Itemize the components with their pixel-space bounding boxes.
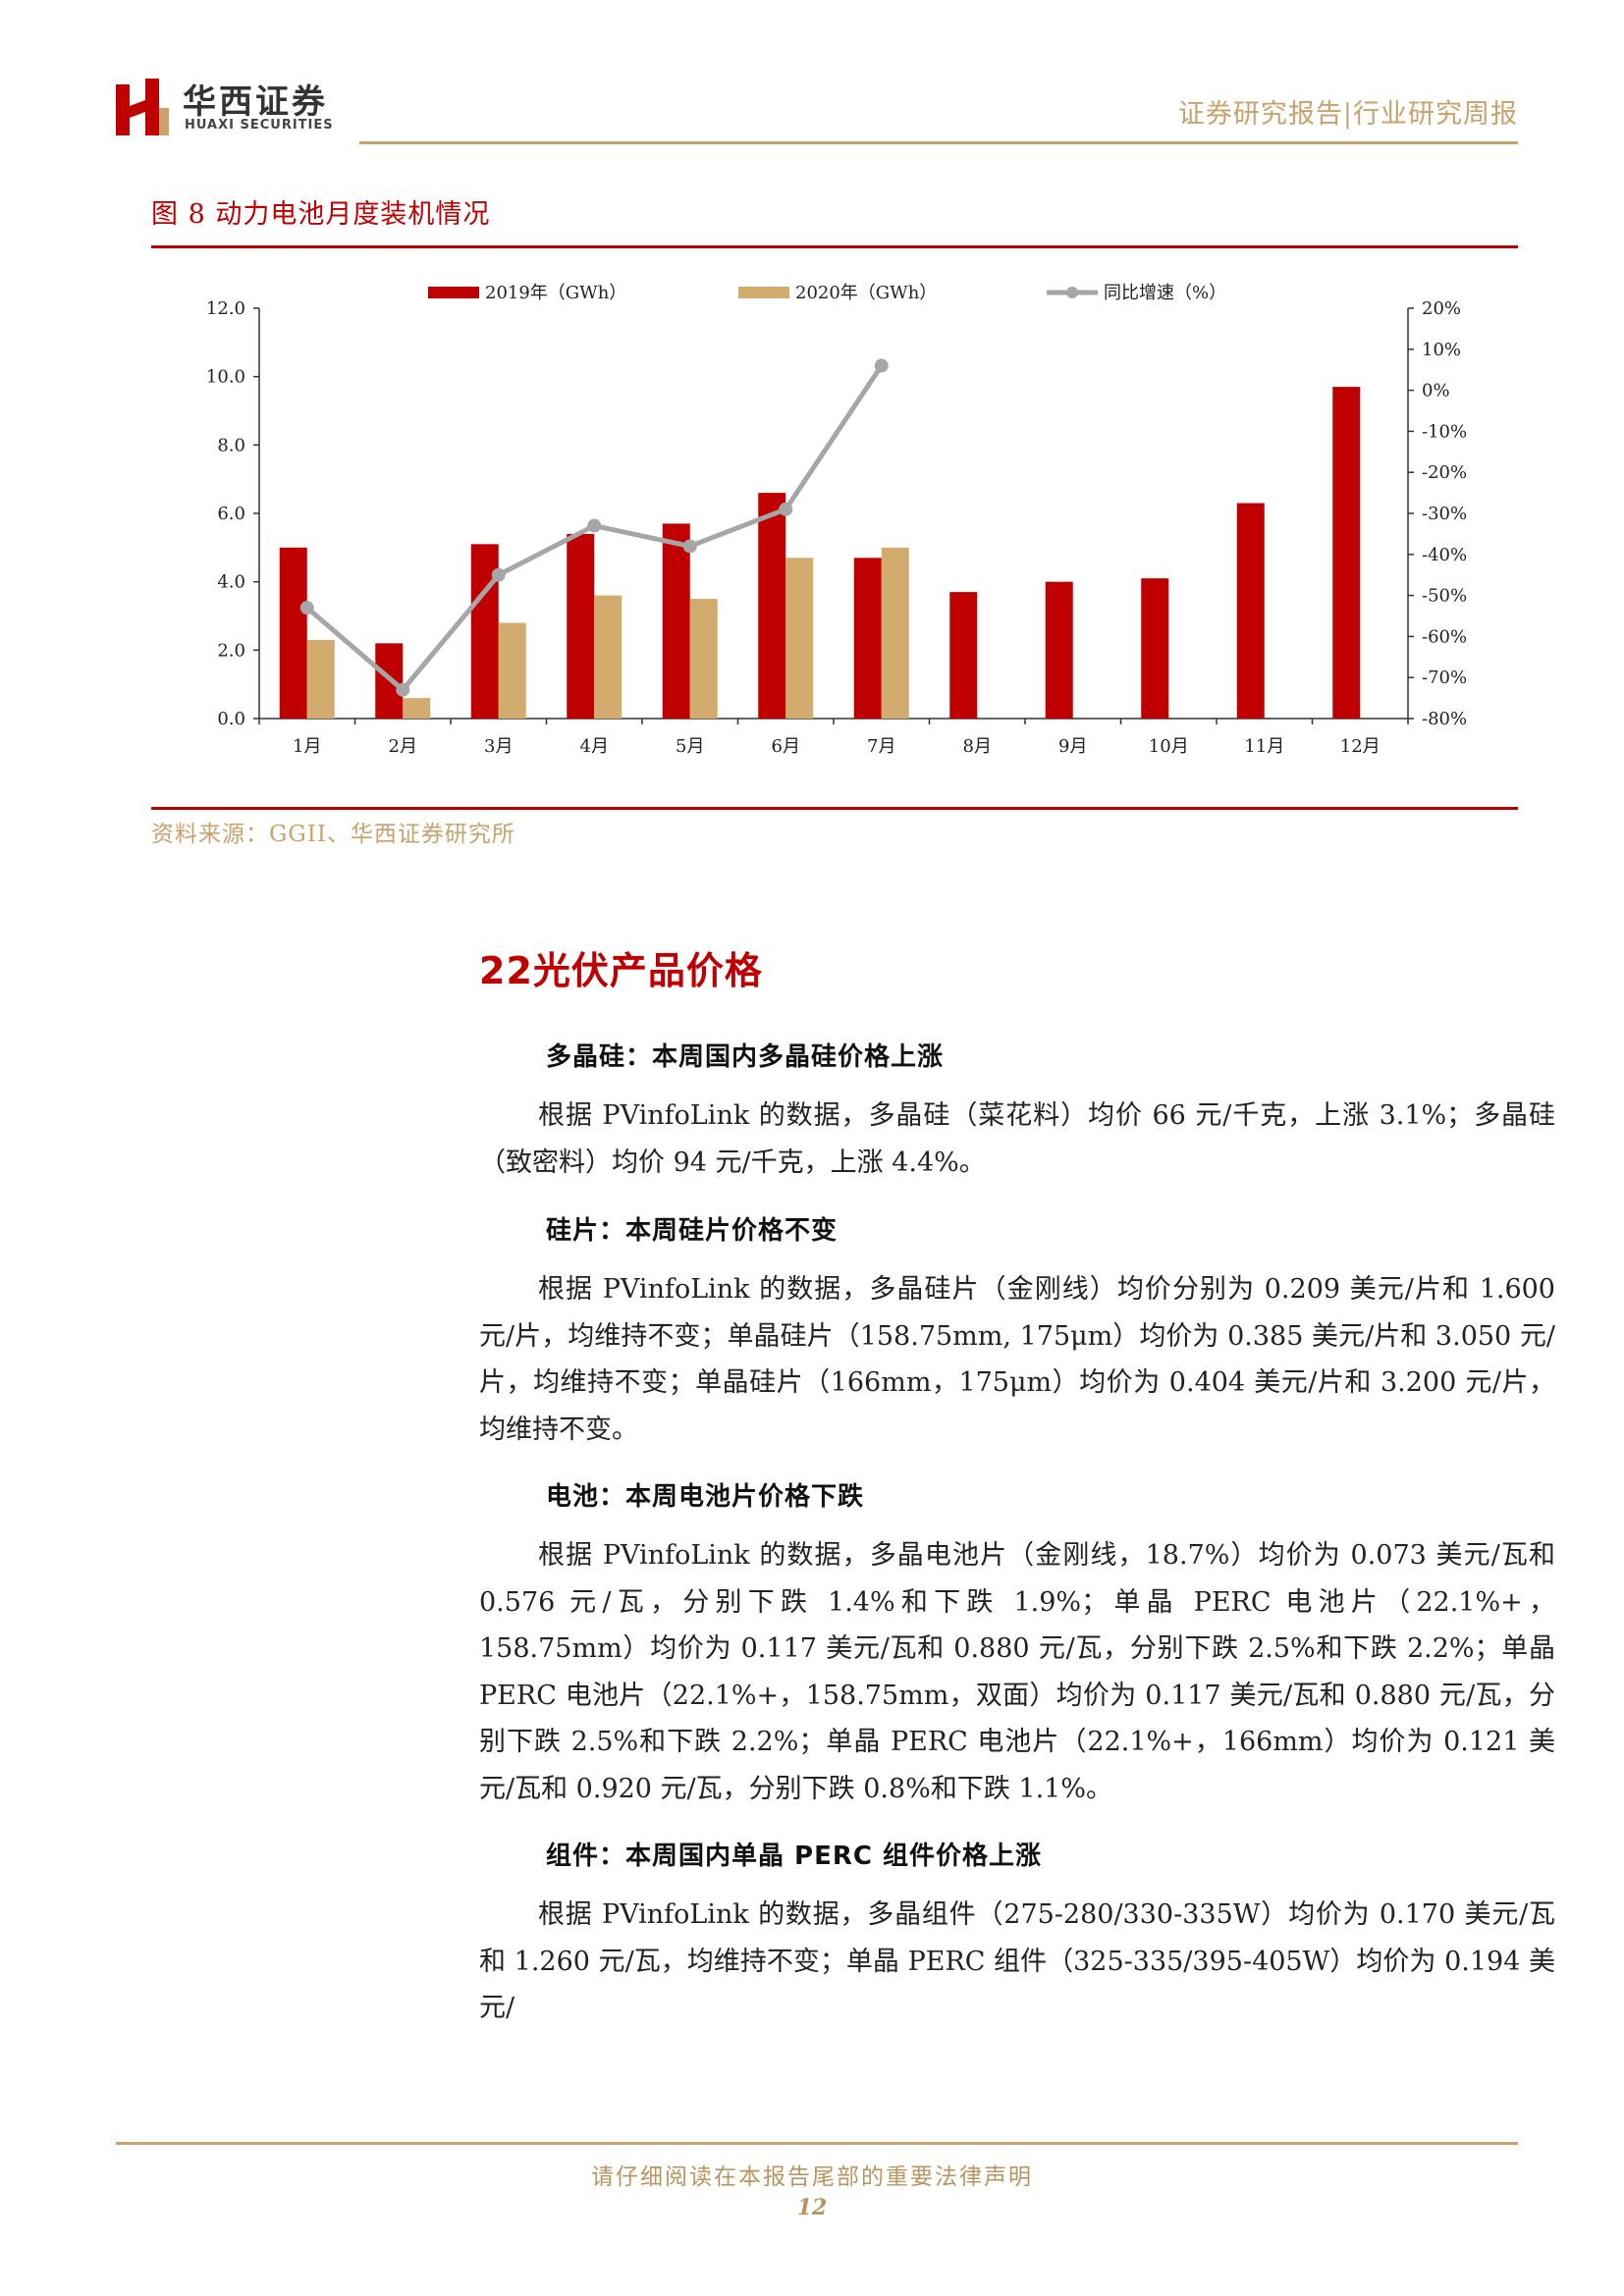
chart-legend: 2019年（GWh） 2020年（GWh） 同比增速（%） bbox=[428, 283, 1226, 303]
bar-2019 bbox=[662, 523, 690, 719]
paragraph-cell: 根据 PVinfoLink 的数据，多晶电池片（金刚线，18.7%）均价为 0.… bbox=[479, 1540, 1555, 1804]
bar-2020 bbox=[785, 558, 814, 719]
x-tick-label: 9月 bbox=[1058, 736, 1087, 757]
bar-2020 bbox=[403, 698, 431, 719]
legend-label: 同比增速（%） bbox=[1104, 283, 1226, 303]
x-tick-label: 8月 bbox=[963, 736, 992, 757]
left-tick-label: 10.0 bbox=[206, 367, 245, 388]
legend-label: 2019年（GWh） bbox=[485, 283, 626, 303]
footer-legal-note: 请仔细阅读在本报告尾部的重要法律声明 bbox=[591, 2164, 1033, 2190]
right-tick-label: -80% bbox=[1422, 709, 1467, 729]
right-tick-label: -10% bbox=[1422, 421, 1467, 442]
figure-title: 图 8 动力电池月度装机情况 bbox=[151, 199, 491, 230]
legend-swatch bbox=[428, 287, 479, 298]
bar-2020 bbox=[689, 599, 718, 719]
bar-2019 bbox=[1332, 387, 1361, 719]
x-tick-label: 1月 bbox=[293, 736, 321, 757]
bar-2019 bbox=[567, 533, 595, 719]
growth-point bbox=[682, 539, 697, 554]
growth-point bbox=[779, 502, 793, 516]
huaxi-logo-icon bbox=[116, 79, 169, 135]
chart-growth-line bbox=[299, 358, 889, 697]
x-tick-label: 6月 bbox=[772, 736, 800, 757]
figure-top-rule bbox=[151, 245, 1518, 248]
left-tick-label: 6.0 bbox=[217, 504, 245, 524]
figure-source: 资料来源：GGII、华西证券研究所 bbox=[151, 822, 515, 847]
bar-2019 bbox=[853, 558, 882, 719]
right-tick-label: -40% bbox=[1422, 545, 1467, 565]
subheading-polysilicon: 多晶硅：本周国内多晶硅价格上涨 bbox=[546, 1042, 945, 1072]
legend-marker bbox=[1066, 287, 1078, 298]
bar-2020 bbox=[498, 622, 526, 719]
paragraph-polysilicon: 根据 PVinfoLink 的数据，多晶硅（菜花料）均价 66 元/千克，上涨 … bbox=[479, 1100, 1555, 1178]
chart-axes: 0.0 2.0 4.0 6.0 8.0 10.0 12.0 -80% -70% -60% -50% -… bbox=[206, 298, 1467, 757]
chart-bars bbox=[279, 387, 1361, 719]
bar-2019 bbox=[949, 592, 978, 719]
bar-2019 bbox=[758, 493, 786, 719]
x-tick-label: 5月 bbox=[676, 736, 704, 757]
bar-2019 bbox=[1236, 503, 1265, 719]
right-tick-label: 0% bbox=[1422, 381, 1450, 401]
bar-2019 bbox=[279, 547, 307, 719]
growth-point bbox=[299, 601, 314, 615]
subheading-cell: 电池：本周电池片价格下跌 bbox=[546, 1482, 865, 1512]
report-type-label: 证券研究报告|行业研究周报 bbox=[1177, 99, 1518, 130]
right-tick-label: -50% bbox=[1422, 586, 1467, 607]
growth-point bbox=[874, 358, 889, 373]
right-tick-label: 10% bbox=[1422, 340, 1461, 360]
x-tick-label: 3月 bbox=[484, 736, 513, 757]
bar-2020 bbox=[594, 595, 623, 719]
paragraph-module: 根据 PVinfoLink 的数据，多晶组件（275-280/330-335W）… bbox=[479, 1899, 1555, 2023]
right-tick-label: -70% bbox=[1422, 667, 1467, 688]
growth-point bbox=[587, 518, 602, 533]
left-tick-label: 4.0 bbox=[217, 572, 245, 593]
bar-2020 bbox=[306, 639, 335, 719]
bar-2019 bbox=[1045, 581, 1073, 719]
legend-label: 2020年（GWh） bbox=[795, 283, 937, 303]
footer-divider bbox=[116, 2142, 1518, 2145]
x-tick-label: 2月 bbox=[389, 736, 417, 757]
subheading-module: 组件：本周国内单晶 PERC 组件价格上涨 bbox=[546, 1842, 1043, 1871]
x-tick-label: 12月 bbox=[1340, 736, 1380, 757]
left-tick-label: 0.0 bbox=[217, 709, 245, 729]
right-tick-label: -60% bbox=[1422, 626, 1467, 647]
company-name-en: HUAXI SECURITIES bbox=[185, 118, 334, 133]
header-divider bbox=[359, 141, 1518, 144]
x-tick-label: 7月 bbox=[867, 736, 895, 757]
battery-installation-chart: 2019年（GWh） 2020年（GWh） 同比增速（%） 0.0 2.0 4.0 6.0… bbox=[206, 283, 1467, 757]
left-tick-label: 2.0 bbox=[217, 640, 245, 661]
growth-point bbox=[491, 567, 506, 582]
x-tick-label: 10月 bbox=[1149, 736, 1189, 757]
x-tick-label: 11月 bbox=[1244, 736, 1284, 757]
bar-2019 bbox=[1141, 578, 1169, 719]
left-tick-label: 12.0 bbox=[206, 298, 245, 319]
left-tick-label: 8.0 bbox=[217, 435, 245, 455]
x-tick-label: 4月 bbox=[580, 736, 609, 757]
subheading-wafer: 硅片：本周硅片价格不变 bbox=[546, 1216, 839, 1246]
right-tick-label: -20% bbox=[1422, 462, 1467, 483]
company-name-cn: 华西证券 bbox=[183, 82, 328, 122]
growth-point bbox=[396, 682, 410, 697]
paragraph-wafer: 根据 PVinfoLink 的数据，多晶硅片（金刚线）均价分别为 0.209 美… bbox=[479, 1274, 1555, 1445]
right-tick-label: 20% bbox=[1422, 298, 1461, 319]
section-title: 22光伏产品价格 bbox=[479, 949, 763, 992]
legend-swatch bbox=[738, 287, 789, 298]
page-number: 12 bbox=[796, 2195, 828, 2220]
right-tick-label: -30% bbox=[1422, 504, 1467, 524]
figure-bottom-rule bbox=[151, 807, 1518, 810]
bar-2020 bbox=[881, 547, 909, 719]
